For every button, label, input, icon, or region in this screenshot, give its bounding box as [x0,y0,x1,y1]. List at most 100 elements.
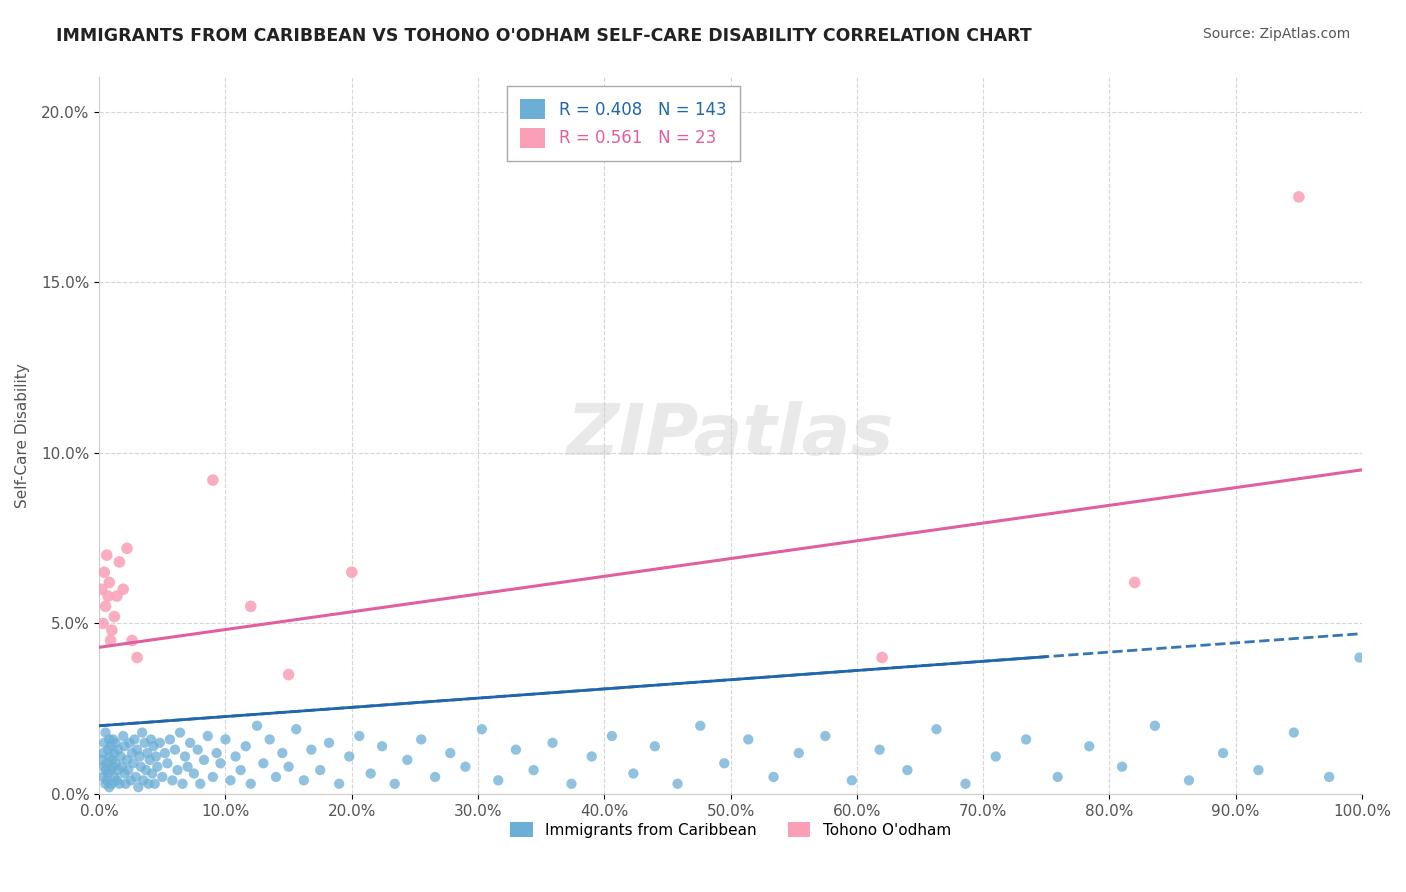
Point [112,582,135,597]
Point [91,746,114,760]
Point [156,756,179,771]
Point [98,575,121,590]
Point [541,736,564,750]
Point [411,732,433,747]
Point [870,650,893,665]
Text: Source: ZipAtlas.com: Source: ZipAtlas.com [1202,27,1350,41]
Point [1178,773,1201,788]
Point [105,773,128,788]
Point [141,766,163,780]
Point [179,736,201,750]
Point [101,732,124,747]
Point [471,722,494,736]
Point [115,541,138,556]
Point [135,763,157,777]
Point [252,756,274,771]
Point [787,746,810,760]
Point [117,763,139,777]
Point [112,729,135,743]
Point [229,763,252,777]
Point [762,770,785,784]
Point [713,756,735,771]
Point [91,770,114,784]
Point [98,732,121,747]
Point [94,777,117,791]
Point [94,599,117,614]
Point [103,770,125,784]
Point [1212,746,1234,760]
Point [93,760,115,774]
Point [169,725,191,739]
Point [121,633,143,648]
Point [174,749,197,764]
Point [1317,770,1340,784]
Point [100,763,122,777]
Point [100,633,122,648]
Point [581,749,603,764]
Text: ZIPatlas: ZIPatlas [567,401,894,470]
Point [176,760,198,774]
Point [94,763,117,777]
Point [486,773,509,788]
Point [1348,650,1371,665]
Point [134,736,156,750]
Point [737,732,759,747]
Point [214,732,236,747]
Point [187,742,209,756]
Point [163,742,186,756]
Point [127,742,149,756]
Point [103,746,125,760]
Point [523,763,546,777]
Point [159,732,181,747]
Point [235,739,257,754]
Point [896,763,918,777]
Point [984,749,1007,764]
Point [371,739,394,754]
Point [108,777,131,791]
Point [131,725,153,739]
Point [128,749,150,764]
Point [129,760,152,774]
Point [1015,732,1038,747]
Point [309,763,332,777]
Point [1288,190,1310,204]
Point [104,756,127,771]
Point [150,770,173,784]
Point [1078,739,1101,754]
Point [666,777,689,791]
Point [139,732,162,747]
Point [114,766,136,780]
Point [98,780,121,794]
Point [188,777,211,791]
Point [285,722,308,736]
Point [97,589,120,603]
Point [105,589,128,603]
Point [101,760,124,774]
Point [114,777,136,791]
Point [120,773,142,788]
Point [689,719,711,733]
Point [118,736,141,750]
Point [814,729,837,743]
Point [439,746,461,760]
Point [1143,719,1166,733]
Point [644,739,666,754]
Point [122,756,145,771]
Point [107,763,129,777]
Point [1282,725,1305,739]
Point [299,742,322,756]
Point [271,746,294,760]
Point [110,749,132,764]
Point [925,722,948,736]
Point [146,760,169,774]
Point [115,753,138,767]
Point [96,548,118,562]
Point [349,729,371,743]
Point [560,777,582,791]
Point [264,770,287,784]
Point [337,749,360,764]
Point [93,565,115,579]
Point [1247,763,1270,777]
Point [225,749,247,764]
Point [193,753,215,767]
